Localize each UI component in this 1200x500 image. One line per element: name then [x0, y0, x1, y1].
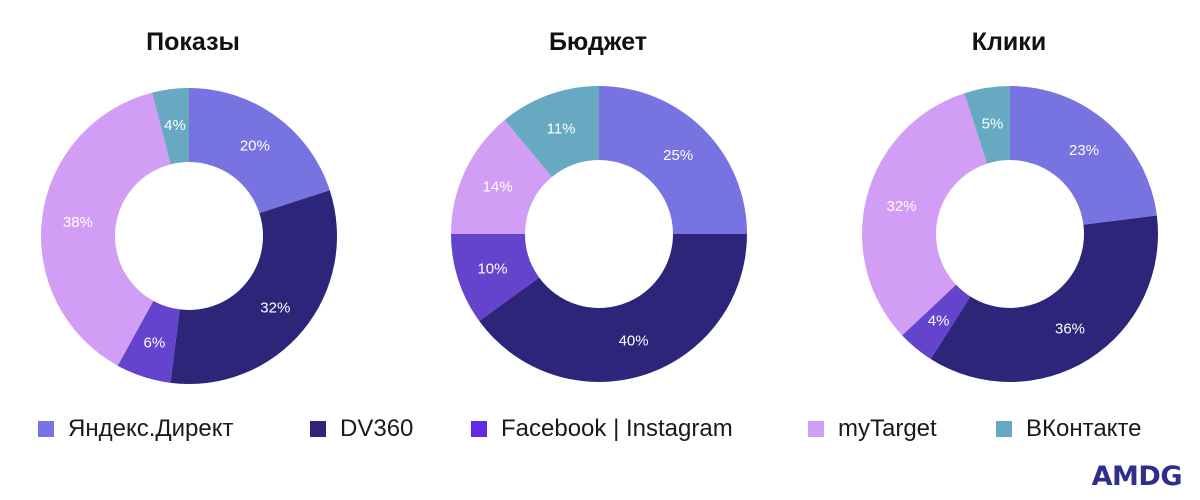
legend-swatch: [471, 421, 487, 437]
legend-item-yandex: Яндекс.Директ: [38, 412, 234, 446]
slice-label-yandex: 23%: [1069, 142, 1099, 159]
slice-label-facebook: 6%: [144, 335, 166, 352]
donut-slice-mytarget: [41, 92, 171, 366]
donut-charts: 20% 32% 6% 38% 4% 25% 40% 10% 14% 11% 23% 36% 4% 32% 5…: [41, 86, 1158, 384]
donut-slice-facebook: [451, 234, 540, 321]
legend-swatch: [996, 421, 1012, 437]
slice-label-vk: 11%: [547, 121, 576, 138]
legend-label: DV360: [340, 415, 414, 442]
slice-label-facebook: 4%: [928, 312, 950, 329]
slice-label-mytarget: 32%: [887, 198, 917, 215]
legend-label: Facebook | Instagram: [501, 415, 733, 442]
donut-slice-facebook: [117, 300, 180, 383]
donut-slice-dv360: [170, 190, 338, 384]
donut-slice-vk: [964, 86, 1010, 164]
slice-label-dv360: 40%: [619, 333, 649, 350]
donut-slice-dv360: [930, 215, 1158, 383]
legend-item-mytarget: myTarget: [808, 412, 937, 446]
slice-label-dv360: 36%: [1055, 321, 1085, 338]
donut-slice-vk: [152, 88, 189, 165]
donut-slice-facebook: [902, 284, 971, 359]
chart-title-impressions: Показы: [146, 28, 240, 56]
donut-slice-vk: [504, 86, 599, 177]
legend-label: ВКонтакте: [1026, 415, 1142, 442]
donut-slice-mytarget: [862, 93, 988, 336]
donut-slice-mytarget: [451, 119, 552, 234]
legend-item-dv360: DV360: [310, 412, 413, 446]
chart-title-clicks: Клики: [971, 28, 1047, 56]
donut-slice-yandex: [599, 86, 747, 234]
legend-swatch: [310, 421, 326, 437]
donut-slice-dv360: [479, 234, 747, 383]
legend-swatch: [808, 421, 824, 437]
donut-slice-yandex: [1010, 86, 1157, 225]
slice-label-yandex: 20%: [240, 137, 270, 154]
slice-label-mytarget: 38%: [63, 214, 93, 231]
legend-item-vk: ВКонтакте: [996, 412, 1142, 446]
slice-label-dv360: 32%: [260, 299, 290, 316]
slice-label-vk: 5%: [982, 115, 1004, 132]
chart-title-budget: Бюджет: [548, 28, 648, 56]
legend-item-facebook: Facebook | Instagram: [471, 412, 733, 446]
amdg-logo: AMDG: [1091, 461, 1183, 492]
legend-label: myTarget: [838, 415, 937, 442]
slice-label-vk: 4%: [164, 117, 186, 134]
legend-label: Яндекс.Директ: [68, 415, 234, 442]
donut-slice-yandex: [189, 88, 330, 214]
slice-label-mytarget: 14%: [483, 178, 513, 195]
legend-swatch: [38, 421, 54, 437]
slice-label-yandex: 25%: [663, 147, 693, 164]
legend: Яндекс.Директ DV360 Facebook | Instagram…: [38, 412, 1188, 446]
slice-label-facebook: 10%: [477, 261, 507, 278]
